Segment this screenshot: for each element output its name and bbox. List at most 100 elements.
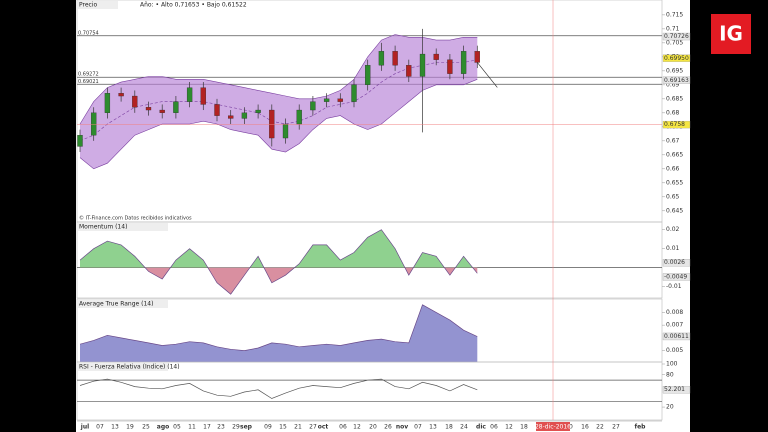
y-tick-label: 100 bbox=[666, 361, 678, 368]
value-marker bbox=[662, 54, 691, 62]
x-tick-label: ago bbox=[157, 424, 169, 431]
panel-title: RSI - Fuerza Relativa (Indice) (14) bbox=[79, 364, 180, 371]
candle-body bbox=[173, 101, 179, 113]
value-marker-label: 0.69163 bbox=[664, 77, 689, 84]
y-tick-label: 0.655 bbox=[666, 179, 683, 186]
x-tick-label: 07 bbox=[96, 424, 104, 431]
x-tick-label: dic bbox=[476, 424, 486, 431]
y-tick-label: -0.01 bbox=[666, 283, 682, 290]
x-tick-label: feb bbox=[635, 424, 647, 431]
x-tick-label: 22 bbox=[596, 424, 604, 431]
candle-body bbox=[77, 135, 83, 147]
candle-body bbox=[186, 87, 193, 102]
series-line bbox=[79, 378, 478, 399]
value-marker bbox=[662, 273, 691, 281]
x-tick-label: 16 bbox=[581, 424, 589, 431]
candle-body bbox=[241, 112, 248, 119]
band-fill bbox=[80, 34, 478, 169]
value-marker bbox=[662, 120, 691, 129]
x-tick-label: 29 bbox=[232, 424, 240, 431]
y-tick-label: 0.01 bbox=[666, 245, 680, 252]
panel-title: Average True Range (14) bbox=[79, 301, 153, 308]
x-tick-label: 19 bbox=[126, 424, 134, 431]
x-tick-label: 27 bbox=[309, 424, 317, 431]
value-marker-label: 0.69950 bbox=[664, 55, 689, 62]
level-label: 0.69272 bbox=[78, 72, 99, 78]
x-tick-label: 05 bbox=[173, 424, 181, 431]
candle-body bbox=[269, 109, 275, 139]
candle-body bbox=[392, 51, 398, 66]
level-label: 0.70754 bbox=[78, 30, 99, 36]
y-tick-label: 0.02 bbox=[666, 226, 680, 233]
area-negative bbox=[145, 267, 478, 295]
panel-title-bg bbox=[78, 363, 168, 371]
x-tick-label: 21 bbox=[294, 424, 302, 431]
candle-body bbox=[255, 109, 261, 113]
x-tick-label: jul bbox=[80, 424, 89, 431]
value-marker bbox=[662, 76, 691, 84]
panel-title: Momentum (14) bbox=[79, 224, 127, 231]
candle-body bbox=[296, 109, 302, 125]
y-tick-label: 0.665 bbox=[666, 151, 683, 158]
area-fill bbox=[80, 304, 478, 362]
y-tick-label: 0.008 bbox=[666, 309, 683, 316]
value-marker-label: 0.70726 bbox=[664, 33, 689, 40]
candle-body bbox=[118, 93, 124, 97]
value-marker-label: 52.201 bbox=[664, 386, 685, 393]
y-tick-label: 0.007 bbox=[666, 322, 683, 329]
x-tick-label: 20 bbox=[369, 424, 377, 431]
x-tick-label: 09 bbox=[264, 424, 272, 431]
panel-frame bbox=[76, 221, 663, 299]
y-tick-label: 80 bbox=[666, 371, 674, 378]
candle-body bbox=[406, 65, 412, 77]
trend-line bbox=[477, 62, 498, 88]
x-tick-label: 13 bbox=[429, 424, 437, 431]
x-tick-label: 25 bbox=[142, 424, 150, 431]
logo-box bbox=[711, 14, 751, 54]
y-tick-label: 0.695 bbox=[666, 67, 683, 74]
value-marker bbox=[662, 32, 691, 41]
candle-body bbox=[474, 51, 480, 63]
value-marker bbox=[662, 386, 691, 394]
candle-body bbox=[323, 98, 330, 102]
candle-body bbox=[132, 95, 138, 108]
x-tick-label: 26 bbox=[384, 424, 392, 431]
candle-body bbox=[282, 123, 289, 139]
candle-body bbox=[159, 109, 165, 113]
x-tick-label: 15 bbox=[279, 424, 287, 431]
candle-body bbox=[337, 98, 343, 102]
value-marker-label: 0.0026 bbox=[664, 259, 685, 266]
y-tick-label: 0.65 bbox=[666, 193, 680, 200]
y-tick-label: 0.685 bbox=[666, 95, 683, 102]
x-tick-label: 13 bbox=[111, 424, 119, 431]
candle-body bbox=[214, 104, 220, 116]
x-tick-label: sep bbox=[240, 424, 253, 431]
value-marker-label: 0.6758 bbox=[664, 121, 685, 128]
panel-frame bbox=[76, 361, 663, 421]
crosshair-date-bg bbox=[536, 422, 570, 431]
value-marker bbox=[662, 259, 691, 267]
x-tick-label: 07 bbox=[414, 424, 422, 431]
annotation: © IT-Finance.com Datos recibidos indicat… bbox=[79, 215, 192, 222]
candle-body bbox=[91, 112, 97, 136]
x-tick-label: 12 bbox=[353, 424, 361, 431]
x-tick-label: 24 bbox=[460, 424, 468, 431]
x-tick-label: 23 bbox=[217, 424, 225, 431]
y-tick-label: 0.71 bbox=[666, 25, 680, 32]
x-tick-label: 17 bbox=[203, 424, 211, 431]
x-tick-label: oct bbox=[318, 424, 329, 431]
logo-text: IG bbox=[719, 22, 743, 46]
panel-title: Precio bbox=[79, 2, 98, 9]
candle-body bbox=[310, 101, 316, 111]
x-tick-label: 27 bbox=[612, 424, 620, 431]
candle-body bbox=[351, 84, 357, 102]
band-upper bbox=[79, 34, 478, 125]
series-line bbox=[79, 304, 478, 351]
candle-body bbox=[460, 51, 467, 74]
x-tick-label: 06 bbox=[490, 424, 498, 431]
crosshair-date: 28-dic-2016 bbox=[535, 424, 571, 431]
panel-title-bg bbox=[78, 1, 118, 9]
x-tick-label: 11 bbox=[188, 424, 196, 431]
